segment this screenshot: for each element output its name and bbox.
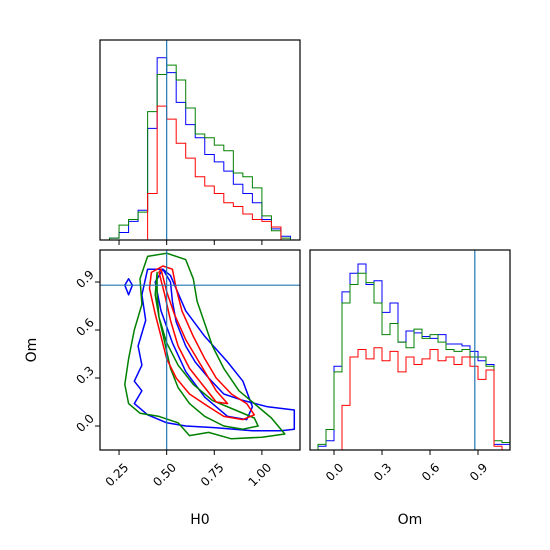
hist-om-frame <box>309 249 511 451</box>
contour-series-0-level-0 <box>154 268 254 421</box>
panel-hist-om: 0.0 0.3 0.6 0.9 <box>309 249 511 484</box>
contour-h0-om-ytick-label-2: 0.6 <box>73 315 96 338</box>
hist-om-xtick-label-0: 0.0 <box>323 460 346 483</box>
contour-h0-om-plot-area <box>100 250 300 450</box>
contour-h0-om-ytick-label-3: 0.9 <box>73 267 96 290</box>
hist-h0-plot-area <box>100 40 300 240</box>
contour-series-0-level-1 <box>133 268 296 432</box>
hist-h0-series-1-step <box>100 64 300 240</box>
hist-om-xtick-label-3: 0.9 <box>467 460 490 483</box>
contour-h0-om-xtick-label-3: 1.00 <box>245 460 274 489</box>
hist-om-series-2-step <box>341 347 510 450</box>
contour-ylabel: Om <box>24 338 40 363</box>
hist-om-xtick-label-2: 0.6 <box>419 460 442 483</box>
hist-h0-frame <box>99 39 301 241</box>
hist-om-plot-area <box>317 250 510 450</box>
contour-series-1-level-0 <box>154 271 259 430</box>
panel-hist-h0 <box>99 39 301 245</box>
contour-h0-om-xtick-label-1: 0.50 <box>150 460 179 489</box>
hist-om-xtick-label-1: 0.3 <box>371 460 394 483</box>
panel-contour-h0-om: 0.25 0.50 0.75 1.00 0.0 0.3 0.6 0.9 <box>73 249 301 489</box>
contour-h0-om-ytick-label-1: 0.3 <box>73 363 96 386</box>
contour-series-2-level-1 <box>148 265 256 421</box>
contour-h0-om-frame <box>99 249 301 451</box>
hist-om-series-1-step <box>317 272 510 450</box>
contour-h0-om-ytick-label-0: 0.0 <box>73 411 96 434</box>
contour-series-1-level-1 <box>124 252 286 440</box>
contour-series-0-level-2 <box>124 278 134 296</box>
hist-h0-series-0-step <box>100 57 300 240</box>
contour-xlabel: H0 <box>190 512 209 528</box>
hist-h0-series-2-step <box>147 105 282 240</box>
om-hist-xlabel: Om <box>398 512 423 528</box>
contour-h0-om-xtick-label-0: 0.25 <box>103 460 132 489</box>
hist-om-series-0-step <box>317 263 510 450</box>
contour-h0-om-xtick-label-2: 0.75 <box>198 460 227 489</box>
